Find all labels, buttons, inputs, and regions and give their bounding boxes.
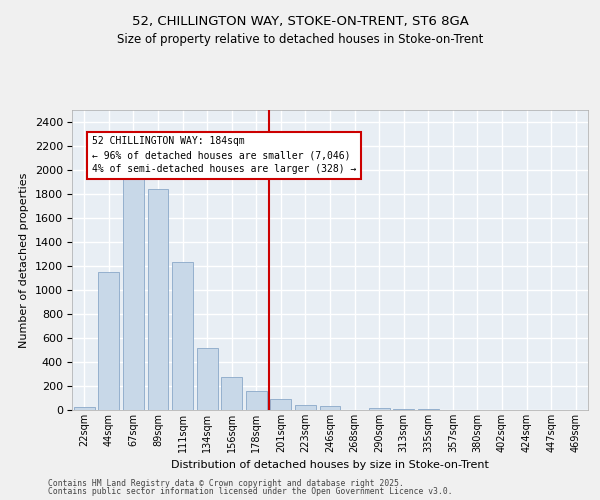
Bar <box>320 406 340 410</box>
Bar <box>98 272 119 410</box>
X-axis label: Distribution of detached houses by size in Stoke-on-Trent: Distribution of detached houses by size … <box>171 460 489 470</box>
Bar <box>123 176 144 410</box>
Y-axis label: Number of detached properties: Number of detached properties <box>19 172 29 348</box>
Bar <box>221 377 242 410</box>
Text: Size of property relative to detached houses in Stoke-on-Trent: Size of property relative to detached ho… <box>117 32 483 46</box>
Bar <box>271 399 292 410</box>
Bar <box>197 348 218 410</box>
Text: Contains HM Land Registry data © Crown copyright and database right 2025.: Contains HM Land Registry data © Crown c… <box>48 478 404 488</box>
Text: Contains public sector information licensed under the Open Government Licence v3: Contains public sector information licen… <box>48 487 452 496</box>
Text: 52 CHILLINGTON WAY: 184sqm
← 96% of detached houses are smaller (7,046)
4% of se: 52 CHILLINGTON WAY: 184sqm ← 96% of deta… <box>92 136 356 174</box>
Bar <box>368 408 389 410</box>
Bar <box>148 188 169 410</box>
Text: 52, CHILLINGTON WAY, STOKE-ON-TRENT, ST6 8GA: 52, CHILLINGTON WAY, STOKE-ON-TRENT, ST6… <box>131 15 469 28</box>
Bar <box>74 407 95 410</box>
Bar <box>295 404 316 410</box>
Bar <box>172 262 193 410</box>
Bar <box>246 391 267 410</box>
